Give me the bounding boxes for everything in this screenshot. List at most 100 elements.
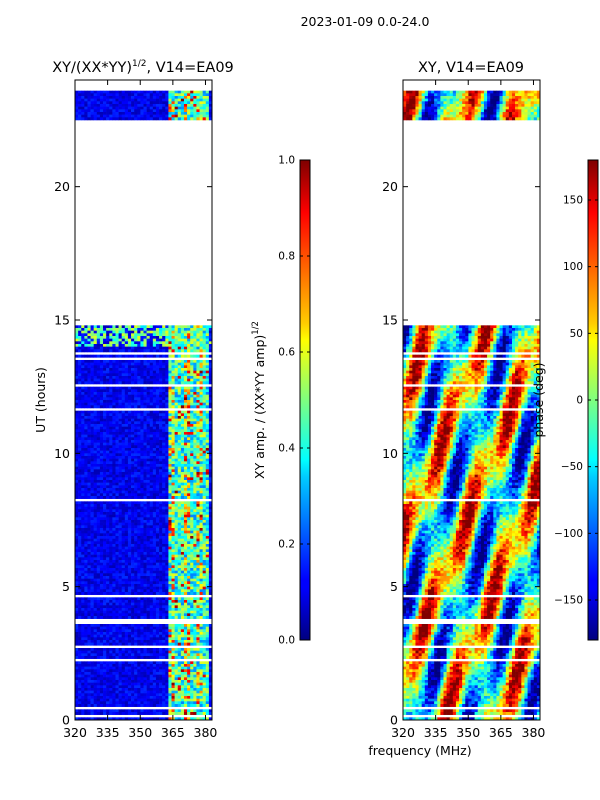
amplitude-cell <box>99 546 104 550</box>
amplitude-cell <box>180 448 185 451</box>
amplitude-cell <box>202 410 207 414</box>
amplitude-cell <box>155 104 160 107</box>
amplitude-cell <box>103 589 107 593</box>
amplitude-cell <box>205 565 210 569</box>
amplitude-cell <box>143 344 147 347</box>
amplitude-cell <box>127 472 132 475</box>
amplitude-cell <box>121 608 126 611</box>
amplitude-cell <box>190 104 194 107</box>
amplitude-cell <box>84 600 88 603</box>
amplitude-cell <box>103 496 107 499</box>
amplitude-cell <box>202 421 207 425</box>
amplitude-cell <box>187 506 191 510</box>
amplitude-cell <box>162 477 166 481</box>
amplitude-cell <box>193 541 197 545</box>
amplitude-cell <box>118 514 122 518</box>
amplitude-cell <box>159 533 163 537</box>
amplitude-cell <box>84 432 88 435</box>
amplitude-cell <box>155 538 160 542</box>
amplitude-cell <box>159 482 163 486</box>
amplitude-cell <box>124 434 129 438</box>
amplitude-cell <box>103 362 107 366</box>
amplitude-cell <box>193 485 197 489</box>
amplitude-cell <box>124 546 129 550</box>
amplitude-cell <box>140 586 144 590</box>
amplitude-cell <box>171 506 175 510</box>
amplitude-cell <box>140 584 144 587</box>
amplitude-cell <box>202 536 207 539</box>
amplitude-cell <box>84 456 88 459</box>
amplitude-cell <box>84 608 88 611</box>
amplitude-cell <box>155 464 160 467</box>
amplitude-cell <box>106 568 110 571</box>
amplitude-cell <box>208 568 212 571</box>
amplitude-cell <box>127 544 132 547</box>
amplitude-cell <box>199 466 203 470</box>
amplitude-cell <box>115 525 119 529</box>
amplitude-cell <box>124 573 129 577</box>
amplitude-cell <box>106 434 110 438</box>
amplitude-cell <box>180 373 185 377</box>
amplitude-cell <box>168 109 172 113</box>
amplitude-cell <box>84 520 88 523</box>
amplitude-cell <box>103 341 107 345</box>
amplitude-cell <box>159 565 163 569</box>
amplitude-cell <box>183 536 188 539</box>
amplitude-cell <box>177 440 182 443</box>
amplitude-cell <box>96 592 101 595</box>
amplitude-cell <box>84 112 88 115</box>
amplitude-cell <box>205 472 210 475</box>
amplitude-cell <box>99 98 104 102</box>
amplitude-cell <box>84 117 88 121</box>
amplitude-cell <box>84 517 88 521</box>
amplitude-cell <box>202 448 207 451</box>
amplitude-cell <box>96 538 101 542</box>
amplitude-cell <box>149 520 154 523</box>
amplitude-cell <box>187 104 191 107</box>
amplitude-cell <box>162 608 166 611</box>
amplitude-cell <box>109 373 113 377</box>
amplitude-cell <box>137 472 141 475</box>
amplitude-cell <box>143 418 147 422</box>
amplitude-cell <box>187 445 191 449</box>
amplitude-cell <box>199 472 203 475</box>
amplitude-cell <box>149 482 154 486</box>
amplitude-cell <box>171 93 175 97</box>
amplitude-cell <box>187 114 191 118</box>
amplitude-cell <box>146 362 151 366</box>
amplitude-cell <box>168 493 172 497</box>
amplitude-cell <box>75 504 79 507</box>
amplitude-cell <box>140 112 144 115</box>
amplitude-cell <box>152 392 157 395</box>
amplitude-cell <box>180 549 185 553</box>
amplitude-cell <box>155 437 160 441</box>
amplitude-cell <box>162 330 166 334</box>
amplitude-cell <box>177 450 182 454</box>
amplitude-cell <box>78 490 82 494</box>
amplitude-cell <box>193 488 197 491</box>
amplitude-cell <box>81 448 85 451</box>
amplitude-cell <box>162 458 166 462</box>
amplitude-cell <box>193 504 197 507</box>
amplitude-cell <box>208 496 212 499</box>
amplitude-cell <box>78 584 82 587</box>
amplitude-cell <box>134 514 138 518</box>
amplitude-cell <box>205 512 210 515</box>
amplitude-cell <box>90 98 94 102</box>
amplitude-cell <box>106 354 110 358</box>
amplitude-cell <box>190 341 194 345</box>
amplitude-cell <box>183 597 188 601</box>
amplitude-cell <box>180 450 185 454</box>
amplitude-cell <box>155 469 160 473</box>
amplitude-cell <box>87 584 91 587</box>
amplitude-cell <box>196 392 200 395</box>
amplitude-cell <box>205 552 210 555</box>
amplitude-cell <box>165 477 169 481</box>
amplitude-cell <box>159 389 163 393</box>
amplitude-cell <box>196 349 200 353</box>
amplitude-cell <box>84 397 88 401</box>
amplitude-cell <box>96 437 101 441</box>
amplitude-cell <box>84 453 88 457</box>
amplitude-cell <box>180 109 185 113</box>
amplitude-cell <box>118 96 122 99</box>
